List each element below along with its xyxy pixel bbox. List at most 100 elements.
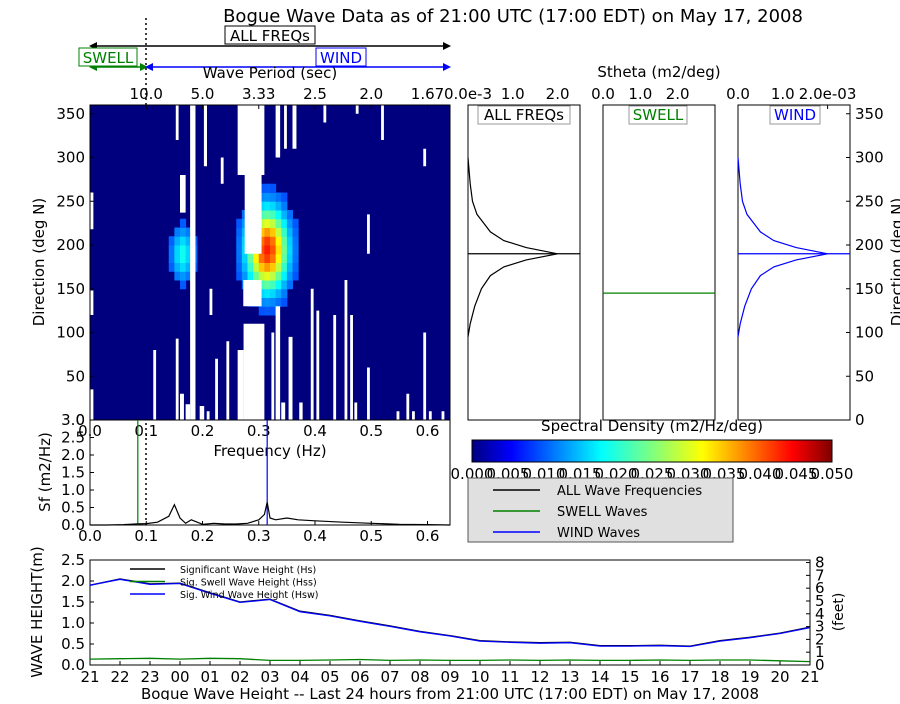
direction-tick-label-right: 200 (855, 236, 884, 254)
stheta-all-curve (467, 157, 558, 337)
heatmap-cell (236, 262, 243, 272)
heatmap-no-data-stripe (180, 175, 186, 213)
wind-arrowhead-right (443, 63, 451, 71)
height-tick-label: 1.0 (61, 614, 85, 632)
heatmap-cell (258, 201, 265, 211)
hour-tick-label: 21 (800, 668, 819, 686)
heatmap-no-data-stripe (367, 214, 370, 254)
heatmap-cell (286, 227, 293, 237)
swell-arrowhead-right (140, 63, 148, 71)
heatmap-cell (168, 262, 175, 272)
heatmap-cell (264, 271, 271, 281)
heatmap-cell (264, 288, 271, 298)
feet-tick-label: 4 (815, 605, 825, 623)
heatmap-no-data-stripe (316, 310, 320, 420)
direction-tick-label: 350 (56, 105, 85, 123)
heatmap-cell (281, 245, 288, 255)
heatmap-cell (258, 227, 265, 237)
heatmap-cell (264, 236, 271, 246)
frequency-tick-label-top: 0.1 (134, 422, 158, 440)
heatmap-cell (281, 297, 288, 307)
hour-tick-label: 22 (110, 668, 129, 686)
heatmap-cell (247, 271, 254, 281)
spectrum-legend: ALL Wave Frequencies SWELL Waves WIND Wave… (467, 477, 734, 543)
directional-spectrum-panel: Wave Period (sec) 10.0 5.0 3.33 2.5 2.0 1.67 … (30, 64, 451, 429)
heatmap-cell (270, 183, 277, 193)
heatmap-cell (258, 262, 265, 272)
hour-tick-label: 01 (200, 668, 219, 686)
heatmap-cell (168, 253, 175, 263)
heatmap-cell (180, 271, 187, 281)
frequency-tick-label: 0.4 (303, 527, 327, 545)
heatmap-cell (275, 236, 282, 246)
stheta-wind-curve (737, 157, 828, 337)
stheta-wind-frame (737, 104, 851, 421)
sf-tick-label: 2.0 (61, 446, 85, 464)
heatmap-cell (180, 227, 187, 237)
sf-tick-label: 2.5 (61, 429, 85, 447)
heatmap-no-data-stripe (180, 393, 184, 420)
heatmap-cell (258, 192, 265, 202)
figure-title: Bogue Wave Data as of 21:00 UTC (17:00 E… (223, 6, 803, 27)
heatmap-cell (270, 271, 277, 281)
stheta-tick-label: 2.0 (546, 85, 570, 103)
heatmap-cell (174, 262, 181, 272)
heatmap-cell (281, 210, 288, 220)
hour-tick-label: 05 (320, 668, 339, 686)
all-freqs-label-box (224, 25, 316, 45)
wave-height-legend-label: Sig. Swell Wave Height (Hss) (180, 578, 317, 589)
heatmap-cell (258, 183, 265, 193)
heatmap-cell (258, 218, 265, 228)
hour-tick-label: 07 (380, 668, 399, 686)
sf-tick-label: 0.0 (61, 516, 85, 534)
heatmap-cell (286, 236, 293, 246)
feet-tick-label: 7 (815, 566, 825, 584)
direction-axis-label-right: Direction (deg N) (888, 198, 900, 327)
heatmap-cell (270, 245, 277, 255)
all-freqs-label: ALL FREQs (230, 27, 310, 45)
period-tick-label: 10.0 (130, 85, 163, 103)
heatmap-no-data-stripe (310, 288, 314, 420)
wind-label: WIND (320, 49, 362, 67)
heatmap-cell (292, 227, 299, 237)
period-tick-label: 3.33 (242, 85, 275, 103)
direction-tick-label: 0 (75, 411, 85, 429)
frequency-tick-label-top: 0.4 (303, 422, 327, 440)
wave-height-ylabel: WAVE HEIGHT(m) (28, 546, 46, 677)
heatmap-cell (258, 210, 265, 220)
heatmap-no-data-stripe (237, 350, 244, 420)
direction-tick-label-right: 150 (855, 280, 884, 298)
heatmap-cell (180, 218, 187, 228)
heatmap-cell (275, 297, 282, 307)
heatmap-cell (275, 253, 282, 263)
heatmap-cell (275, 280, 282, 290)
heatmap-cell (168, 236, 175, 246)
heatmap-no-data-stripe (90, 389, 94, 420)
wave-period-axis-label: Wave Period (sec) (203, 64, 337, 82)
direction-tick-label-right: 350 (855, 105, 884, 123)
heatmap-cell (185, 245, 192, 255)
heatmap-cell (270, 288, 277, 298)
colorbar (471, 439, 833, 463)
feet-tick-label: 2 (815, 630, 825, 648)
heatmap-cell (264, 201, 271, 211)
heatmap-cell (270, 280, 277, 290)
all-freqs-arrowhead-right (443, 42, 451, 50)
stheta-panels: Stheta (m2/deg) 0.0e-3 1.0 2.0 ALL FREQs 0… (444, 63, 900, 429)
stheta-tick-label: 1.0 (628, 85, 652, 103)
hour-tick-label: 19 (740, 668, 759, 686)
frequency-tick-label: 0.3 (247, 527, 271, 545)
heatmap-cell (281, 280, 288, 290)
heatmap-cell (174, 253, 181, 263)
direction-tick-label: 300 (56, 149, 85, 167)
heatmap-cell (236, 227, 243, 237)
stheta-tick-label: 1.0 (771, 85, 795, 103)
heatmap-cell (258, 253, 265, 263)
heatmap-cell (264, 253, 271, 263)
heatmap-cell (185, 236, 192, 246)
hour-tick-label: 04 (290, 668, 309, 686)
heatmap-cell (281, 218, 288, 228)
stheta-all-title-box (477, 105, 571, 125)
stheta-wind-title: WIND (774, 106, 816, 124)
